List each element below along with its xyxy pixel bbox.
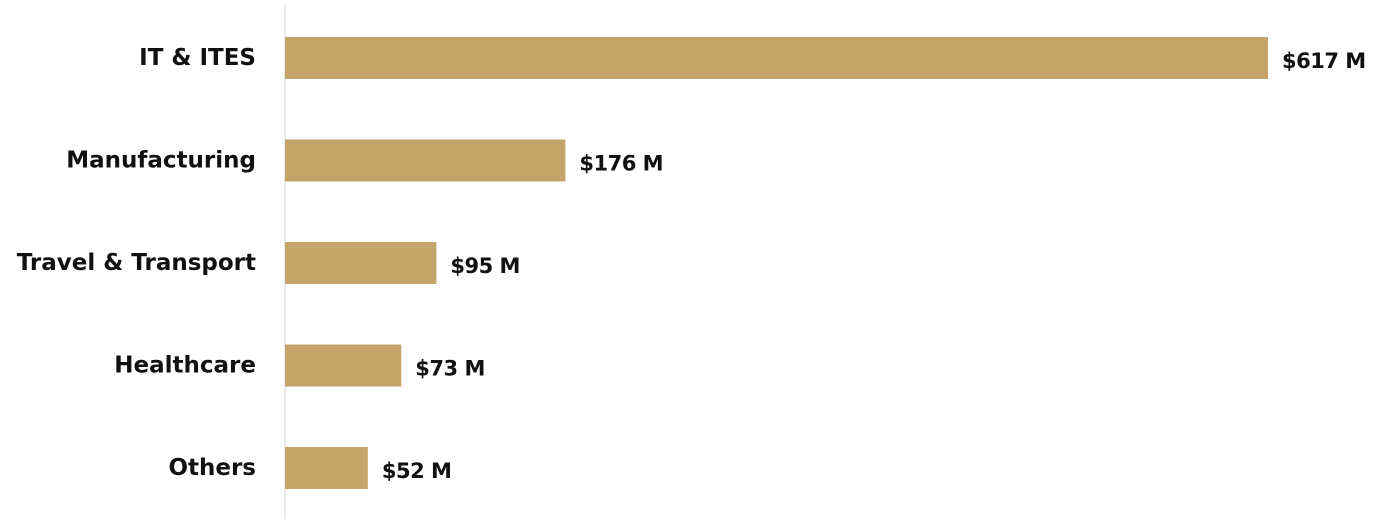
bar-manufacturing bbox=[285, 139, 566, 182]
value-labels-group: $617 M $176 M $95 M $73 M $52 M bbox=[382, 49, 1366, 483]
value-label: $73 M bbox=[415, 357, 485, 381]
value-label: $176 M bbox=[579, 152, 663, 176]
value-label: $95 M bbox=[450, 254, 520, 278]
category-label: Travel & Transport bbox=[17, 250, 256, 276]
bar-travel-transport bbox=[285, 242, 437, 284]
bar-it-ites bbox=[285, 37, 1268, 79]
category-label: Healthcare bbox=[114, 353, 256, 379]
bar-healthcare bbox=[285, 344, 402, 387]
bar-others bbox=[285, 447, 368, 489]
bars-group bbox=[285, 37, 1268, 489]
category-label: Others bbox=[168, 455, 256, 481]
value-label: $52 M bbox=[382, 459, 452, 483]
value-label: $617 M bbox=[1282, 49, 1366, 73]
category-labels-group: IT & ITES Manufacturing Travel & Transport… bbox=[17, 45, 256, 481]
category-label: Manufacturing bbox=[66, 148, 256, 174]
category-label: IT & ITES bbox=[139, 45, 256, 71]
